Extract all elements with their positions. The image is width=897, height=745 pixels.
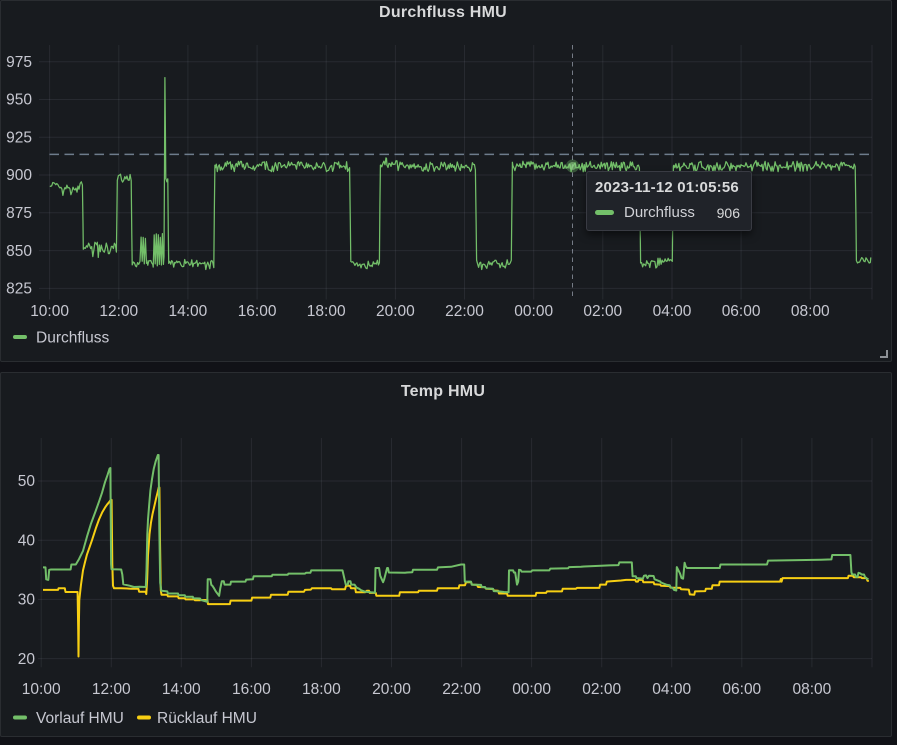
svg-text:02:00: 02:00 [582,681,621,698]
svg-text:30: 30 [18,592,36,609]
svg-text:02:00: 02:00 [583,303,622,320]
svg-text:22:00: 22:00 [442,681,481,698]
svg-text:10:00: 10:00 [30,303,69,320]
svg-text:12:00: 12:00 [99,303,138,320]
svg-text:00:00: 00:00 [514,303,553,320]
svg-text:925: 925 [6,130,32,147]
svg-text:04:00: 04:00 [653,303,692,320]
svg-text:875: 875 [6,205,32,222]
svg-text:06:00: 06:00 [722,681,761,698]
svg-text:Vorlauf HMU: Vorlauf HMU [36,710,124,727]
svg-text:16:00: 16:00 [238,303,277,320]
svg-text:22:00: 22:00 [445,303,484,320]
svg-text:14:00: 14:00 [162,681,201,698]
svg-text:20: 20 [18,651,36,668]
svg-text:850: 850 [6,243,32,260]
svg-text:Durchfluss: Durchfluss [36,330,109,347]
svg-text:900: 900 [6,167,32,184]
svg-text:18:00: 18:00 [307,303,346,320]
svg-text:14:00: 14:00 [169,303,208,320]
svg-text:10:00: 10:00 [22,681,61,698]
svg-text:04:00: 04:00 [652,681,691,698]
svg-text:975: 975 [6,54,32,71]
svg-text:950: 950 [6,92,32,109]
svg-text:00:00: 00:00 [512,681,551,698]
svg-text:18:00: 18:00 [302,681,341,698]
svg-text:40: 40 [18,532,36,549]
svg-text:08:00: 08:00 [793,681,832,698]
svg-text:06:00: 06:00 [722,303,761,320]
svg-text:825: 825 [6,281,32,298]
svg-text:50: 50 [18,473,36,490]
svg-text:20:00: 20:00 [372,681,411,698]
svg-text:Rücklauf HMU: Rücklauf HMU [157,710,257,727]
svg-text:20:00: 20:00 [376,303,415,320]
svg-text:08:00: 08:00 [791,303,830,320]
svg-text:12:00: 12:00 [92,681,131,698]
svg-text:16:00: 16:00 [232,681,271,698]
